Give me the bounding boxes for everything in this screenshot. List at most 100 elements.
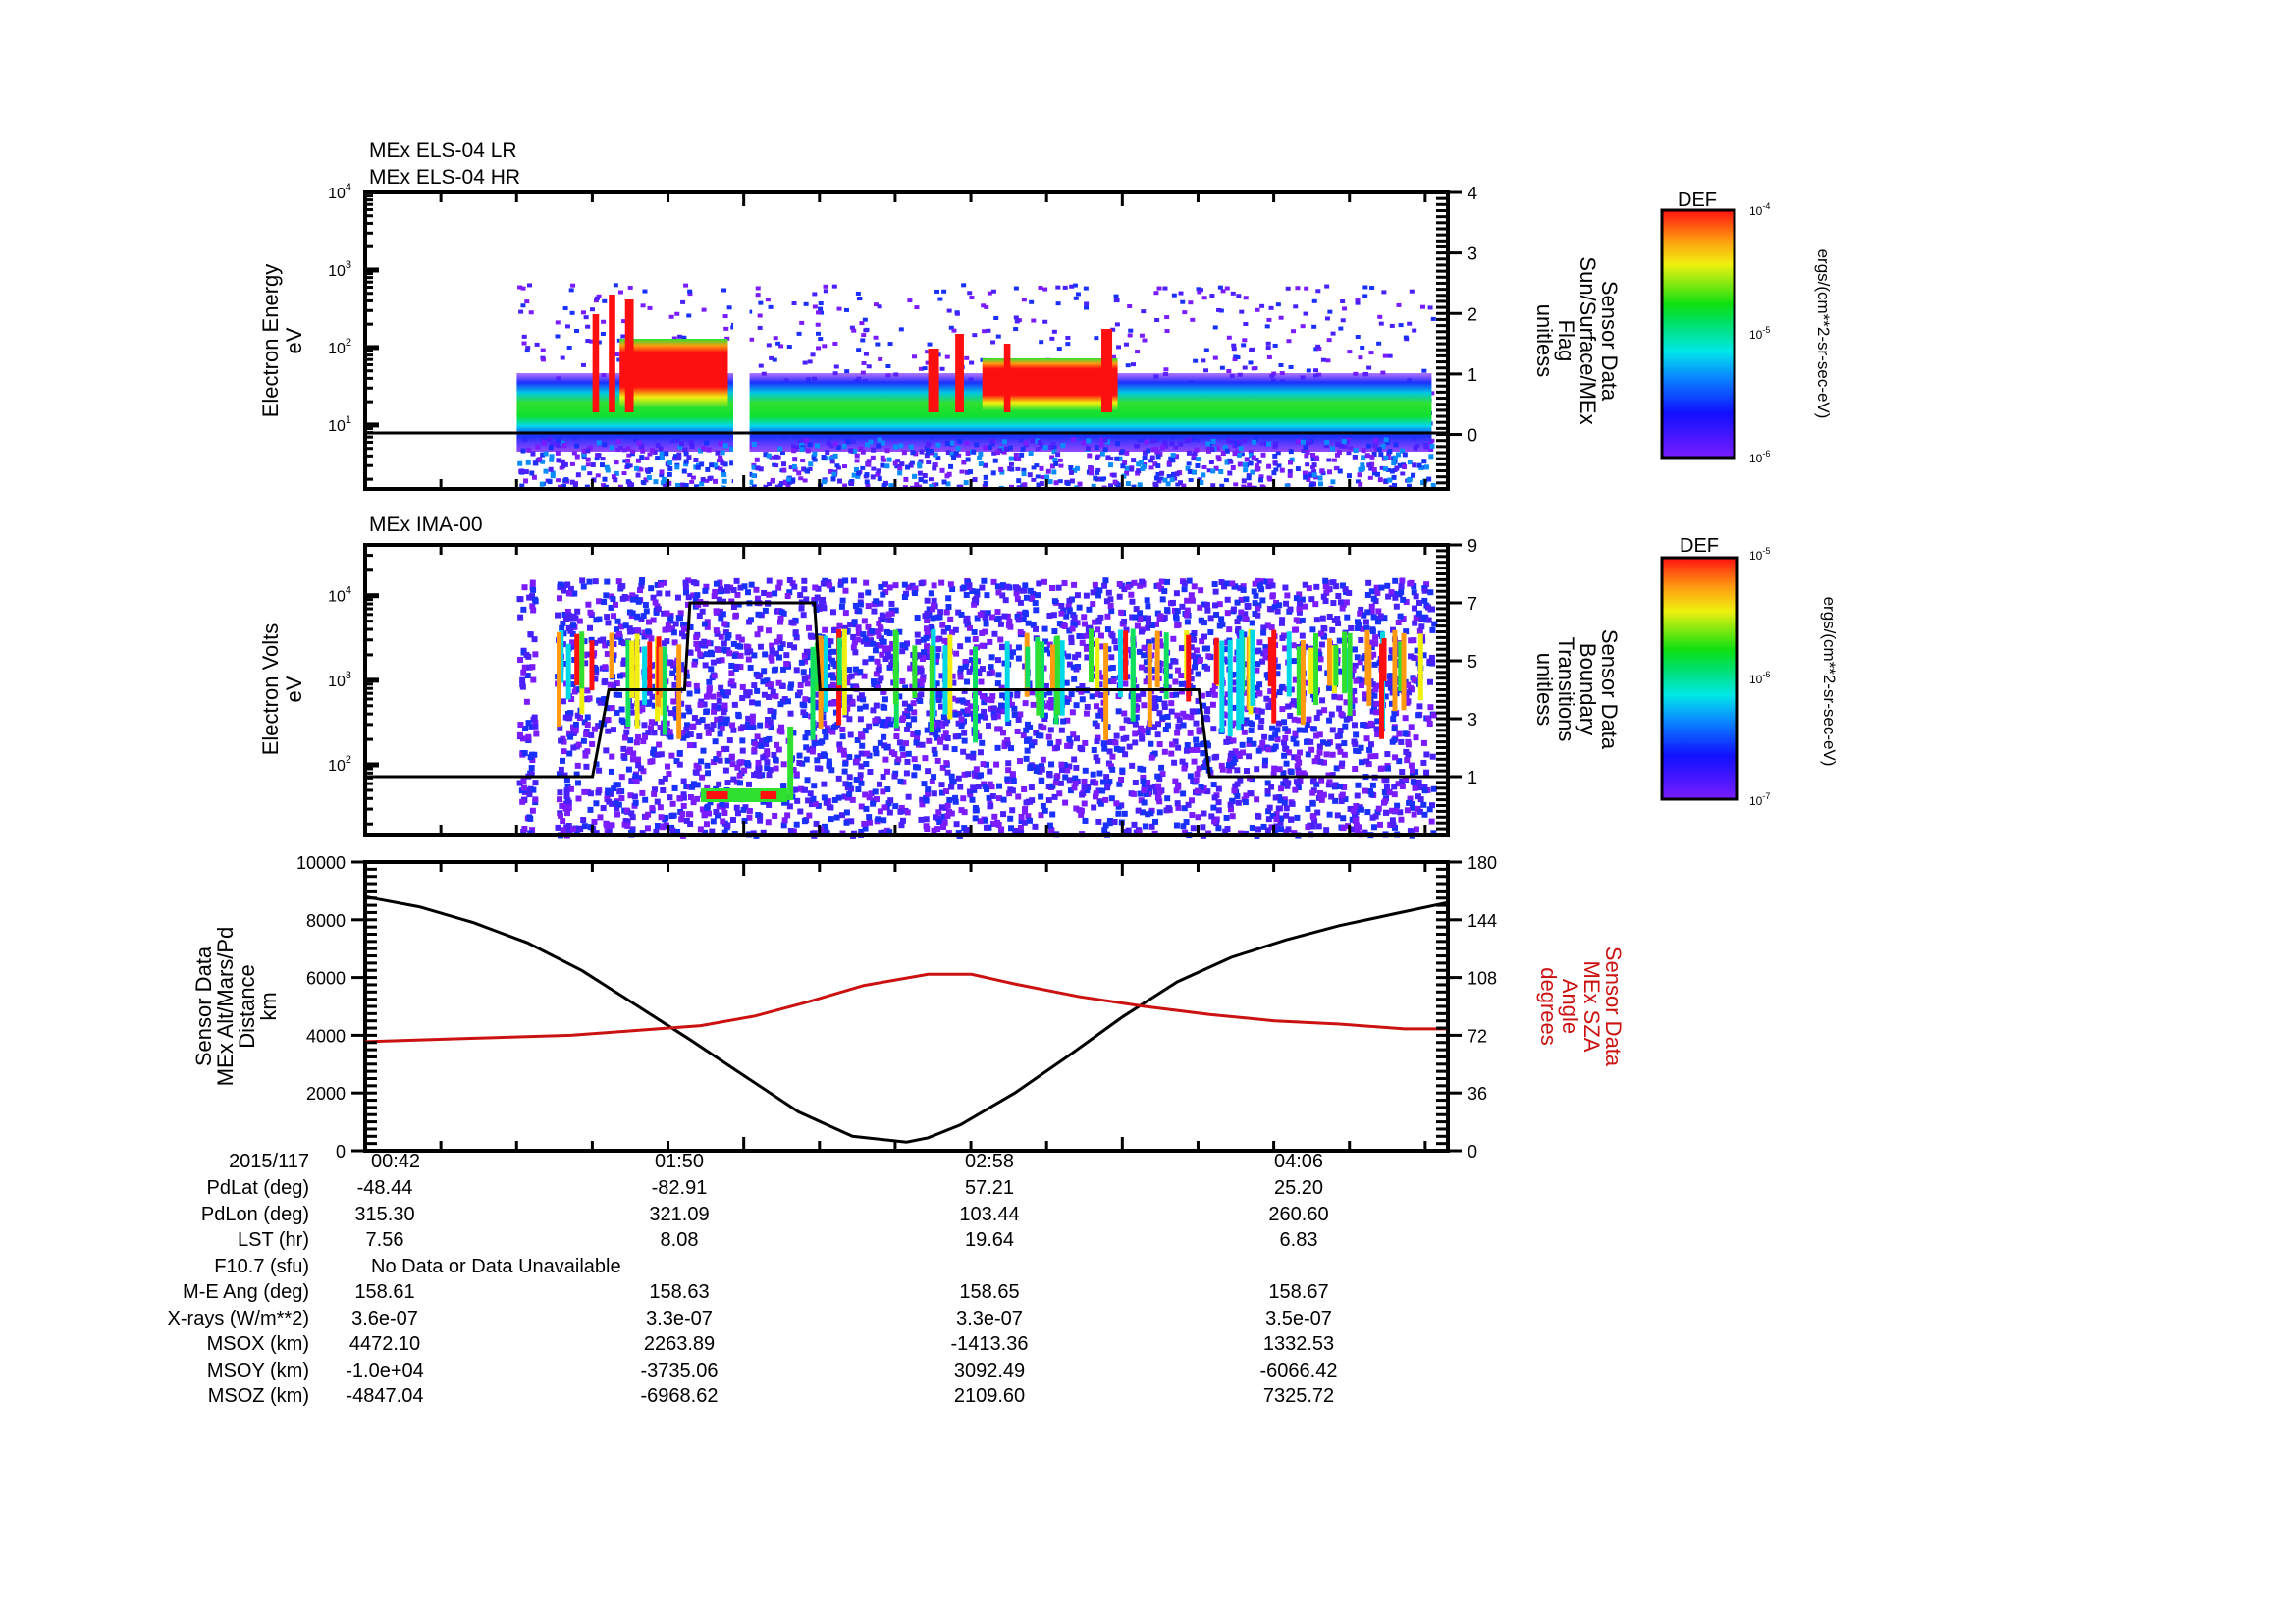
els-colorbar-units: ergs/(cm**2-sr-sec-eV) [1814, 249, 1833, 419]
els-colorbar-gradient [1660, 208, 1736, 460]
ephemeris-value: 1332.53 [1262, 1333, 1335, 1355]
ephemeris-value: -6066.42 [1259, 1359, 1338, 1381]
svg-text:Electron Energy: Electron Energy [258, 264, 283, 418]
sza-ylabel: Sensor Data MEx SZA Angle degrees [1536, 947, 1626, 1067]
els-title-lr: MEx ELS-04 LR [369, 139, 517, 162]
ima-y2label: Sensor Data Boundary Transitions unitles… [1532, 629, 1622, 750]
cb1-tick-mid: 10-5 [1749, 325, 1770, 342]
svg-text:3: 3 [1468, 244, 1477, 264]
ima-colorbar: DEF 10-5 10-6 10-7 ergs/(cm**2-sr-sec-eV… [1660, 535, 1839, 808]
ephemeris-value: 2263.89 [643, 1333, 716, 1355]
ephemeris-value: 4472.10 [348, 1333, 421, 1355]
time-tick-label: 01:50 [654, 1151, 705, 1172]
ephemeris-row: LST (hr) 7.56 8.08 19.64 6.83 [0, 1229, 1571, 1255]
ephemeris-row: F10.7 (sfu) No Data or Data Unavailable [0, 1256, 1571, 1281]
els-panel: MEx ELS-04 LR MEx ELS-04 HR 101102103104… [258, 139, 1833, 491]
svg-text:2: 2 [1468, 304, 1477, 324]
cb2-tick-bot: 10-7 [1749, 791, 1770, 808]
svg-text:eV: eV [282, 327, 306, 353]
svg-text:4: 4 [1468, 184, 1477, 203]
ephemeris-value: -82.91 [651, 1177, 708, 1199]
cb2-tick-top: 10-5 [1749, 546, 1770, 563]
ephemeris-value: -1413.36 [950, 1333, 1029, 1355]
ephemeris-row-label: MSOZ (km) [207, 1385, 309, 1407]
ephemeris-row: MSOX (km) 4472.10 2263.89 -1413.36 1332.53 [0, 1333, 1571, 1359]
ephemeris-value: 158.63 [649, 1281, 710, 1303]
ephemeris-value: 3.3e-07 [956, 1307, 1023, 1329]
svg-text:Flag: Flag [1554, 320, 1578, 362]
ephemeris-value: 3092.49 [953, 1359, 1026, 1381]
ephemeris-row: PdLat (deg) -48.44 -82.91 57.21 25.20 [0, 1177, 1571, 1203]
ephemeris-row: X-rays (W/m**2) 3.6e-07 3.3e-07 3.3e-07 3.5e… [0, 1308, 1571, 1333]
ephemeris-value: 158.67 [1268, 1281, 1329, 1303]
svg-text:102: 102 [328, 337, 351, 357]
svg-text:1: 1 [1468, 365, 1477, 385]
ephemeris-row-label: X-rays (W/m**2) [167, 1307, 309, 1329]
svg-text:104: 104 [328, 182, 351, 202]
ephemeris-value: -6968.62 [640, 1385, 719, 1407]
ephemeris-row-label: PdLat (deg) [206, 1177, 309, 1199]
svg-text:DEF: DEF [1678, 189, 1717, 211]
time-tick-label: 02:58 [964, 1151, 1015, 1172]
altitude-ylabel: Sensor Data MEx Alt/Mars/Pd Distance km [191, 927, 281, 1087]
ima-title: MEx IMA-00 [369, 514, 483, 536]
time-row: 2015/117 00:42 01:50 02:58 04:06 [0, 1151, 1571, 1176]
ephemeris-row-label: LST (hr) [238, 1229, 309, 1251]
ima-ylabel: Electron Volts eV [258, 623, 306, 756]
ima-spectrogram [516, 577, 1438, 839]
ephemeris-value: 3.3e-07 [646, 1307, 713, 1329]
ima-colorbar-gradient [1660, 556, 1739, 801]
sza-line [364, 972, 1448, 1044]
ephemeris-value: -4847.04 [346, 1385, 424, 1407]
ephemeris-value: 158.65 [959, 1281, 1020, 1303]
els-colorbar: DEF 10-4 10-5 10-6 ergs/(cm**2-sr-sec-eV… [1660, 189, 1833, 465]
svg-text:101: 101 [328, 414, 351, 435]
ephemeris-value: 8.08 [660, 1229, 699, 1251]
svg-text:unitless: unitless [1532, 304, 1557, 378]
cb2-tick-mid: 10-6 [1749, 670, 1770, 686]
ephemeris-row-label: F10.7 (sfu) [214, 1255, 309, 1277]
svg-text:0: 0 [1468, 426, 1477, 446]
ima-time-ticks [439, 545, 1427, 835]
els-spectrogram [516, 194, 1436, 491]
ephemeris-value: 158.61 [354, 1281, 415, 1303]
ephemeris-value: 260.60 [1268, 1203, 1329, 1225]
time-tick-label: 00:42 [371, 1151, 421, 1172]
ephemeris-value: 3.5e-07 [1265, 1307, 1332, 1329]
svg-text:103: 103 [328, 259, 351, 280]
svg-text:Sun/Surface/MEx: Sun/Surface/MEx [1575, 256, 1600, 424]
ephemeris-row-label: MSOY (km) [206, 1359, 309, 1381]
date-label: 2015/117 [229, 1151, 309, 1172]
ephemeris-value: -48.44 [356, 1177, 413, 1199]
ephemeris-value: 6.83 [1279, 1229, 1318, 1251]
ima-colorbar-units: ergs/(cm**2-sr-sec-eV) [1820, 597, 1839, 767]
ephemeris-value: 321.09 [649, 1203, 710, 1225]
ephemeris-value: 103.44 [959, 1203, 1020, 1225]
ephemeris-value: 19.64 [964, 1229, 1015, 1251]
els-left-axis: 101 102 103 104 [328, 182, 379, 481]
ephemeris-row: MSOZ (km) -4847.04 -6968.62 2109.60 7325.72 [0, 1385, 1571, 1411]
els-right-axis: 0 1 2 3 4 [1436, 184, 1477, 491]
els-title-hr: MEx ELS-04 HR [369, 166, 520, 189]
ephemeris-row-label: M-E Ang (deg) [183, 1281, 309, 1303]
ephemeris-value: -1.0e+04 [346, 1359, 424, 1381]
ephemeris-value: 7.56 [365, 1229, 404, 1251]
orbit-plot-frame [363, 860, 1450, 1153]
svg-text:Sensor Data: Sensor Data [1597, 281, 1622, 402]
ephemeris-row: M-E Ang (deg) 158.61 158.63 158.65 158.67 [0, 1281, 1571, 1307]
cb1-tick-bot: 10-6 [1749, 449, 1770, 465]
els-y2label: Sensor Data Sun/Surface/MEx Flag unitles… [1532, 256, 1622, 424]
ephemeris-value: -3735.06 [640, 1359, 719, 1381]
ephemeris-row-label: MSOX (km) [206, 1333, 309, 1355]
els-time-ticks [439, 192, 1427, 489]
ephemeris-row-label: PdLon (deg) [200, 1203, 309, 1225]
ephemeris-row: PdLon (deg) 315.30 321.09 103.44 260.60 [0, 1204, 1571, 1229]
altitude-line [364, 894, 1449, 1144]
